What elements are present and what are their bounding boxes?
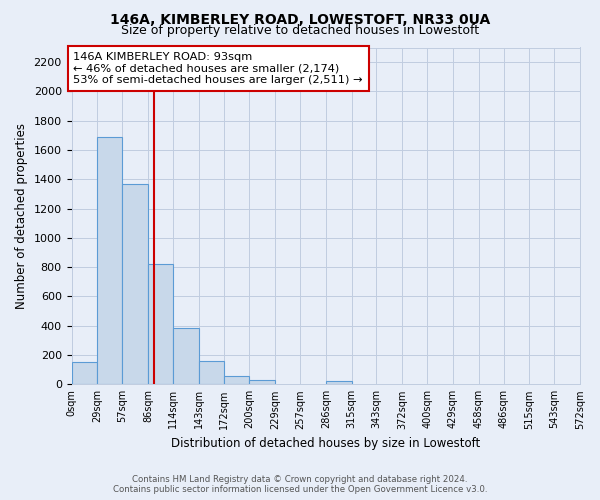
Bar xyxy=(97,137,122,384)
Text: 146A, KIMBERLEY ROAD, LOWESTOFT, NR33 0UA: 146A, KIMBERLEY ROAD, LOWESTOFT, NR33 0U… xyxy=(110,12,490,26)
Text: Contains HM Land Registry data © Crown copyright and database right 2024.
Contai: Contains HM Land Registry data © Crown c… xyxy=(113,474,487,494)
Bar xyxy=(224,376,250,384)
Bar xyxy=(148,264,173,384)
Y-axis label: Number of detached properties: Number of detached properties xyxy=(15,123,28,309)
Bar xyxy=(326,380,352,384)
Bar xyxy=(122,184,148,384)
Text: 146A KIMBERLEY ROAD: 93sqm
← 46% of detached houses are smaller (2,174)
53% of s: 146A KIMBERLEY ROAD: 93sqm ← 46% of deta… xyxy=(73,52,363,85)
Bar xyxy=(250,380,275,384)
X-axis label: Distribution of detached houses by size in Lowestoft: Distribution of detached houses by size … xyxy=(171,437,481,450)
Bar xyxy=(71,362,97,384)
Bar xyxy=(199,361,224,384)
Text: Size of property relative to detached houses in Lowestoft: Size of property relative to detached ho… xyxy=(121,24,479,37)
Bar xyxy=(173,328,199,384)
